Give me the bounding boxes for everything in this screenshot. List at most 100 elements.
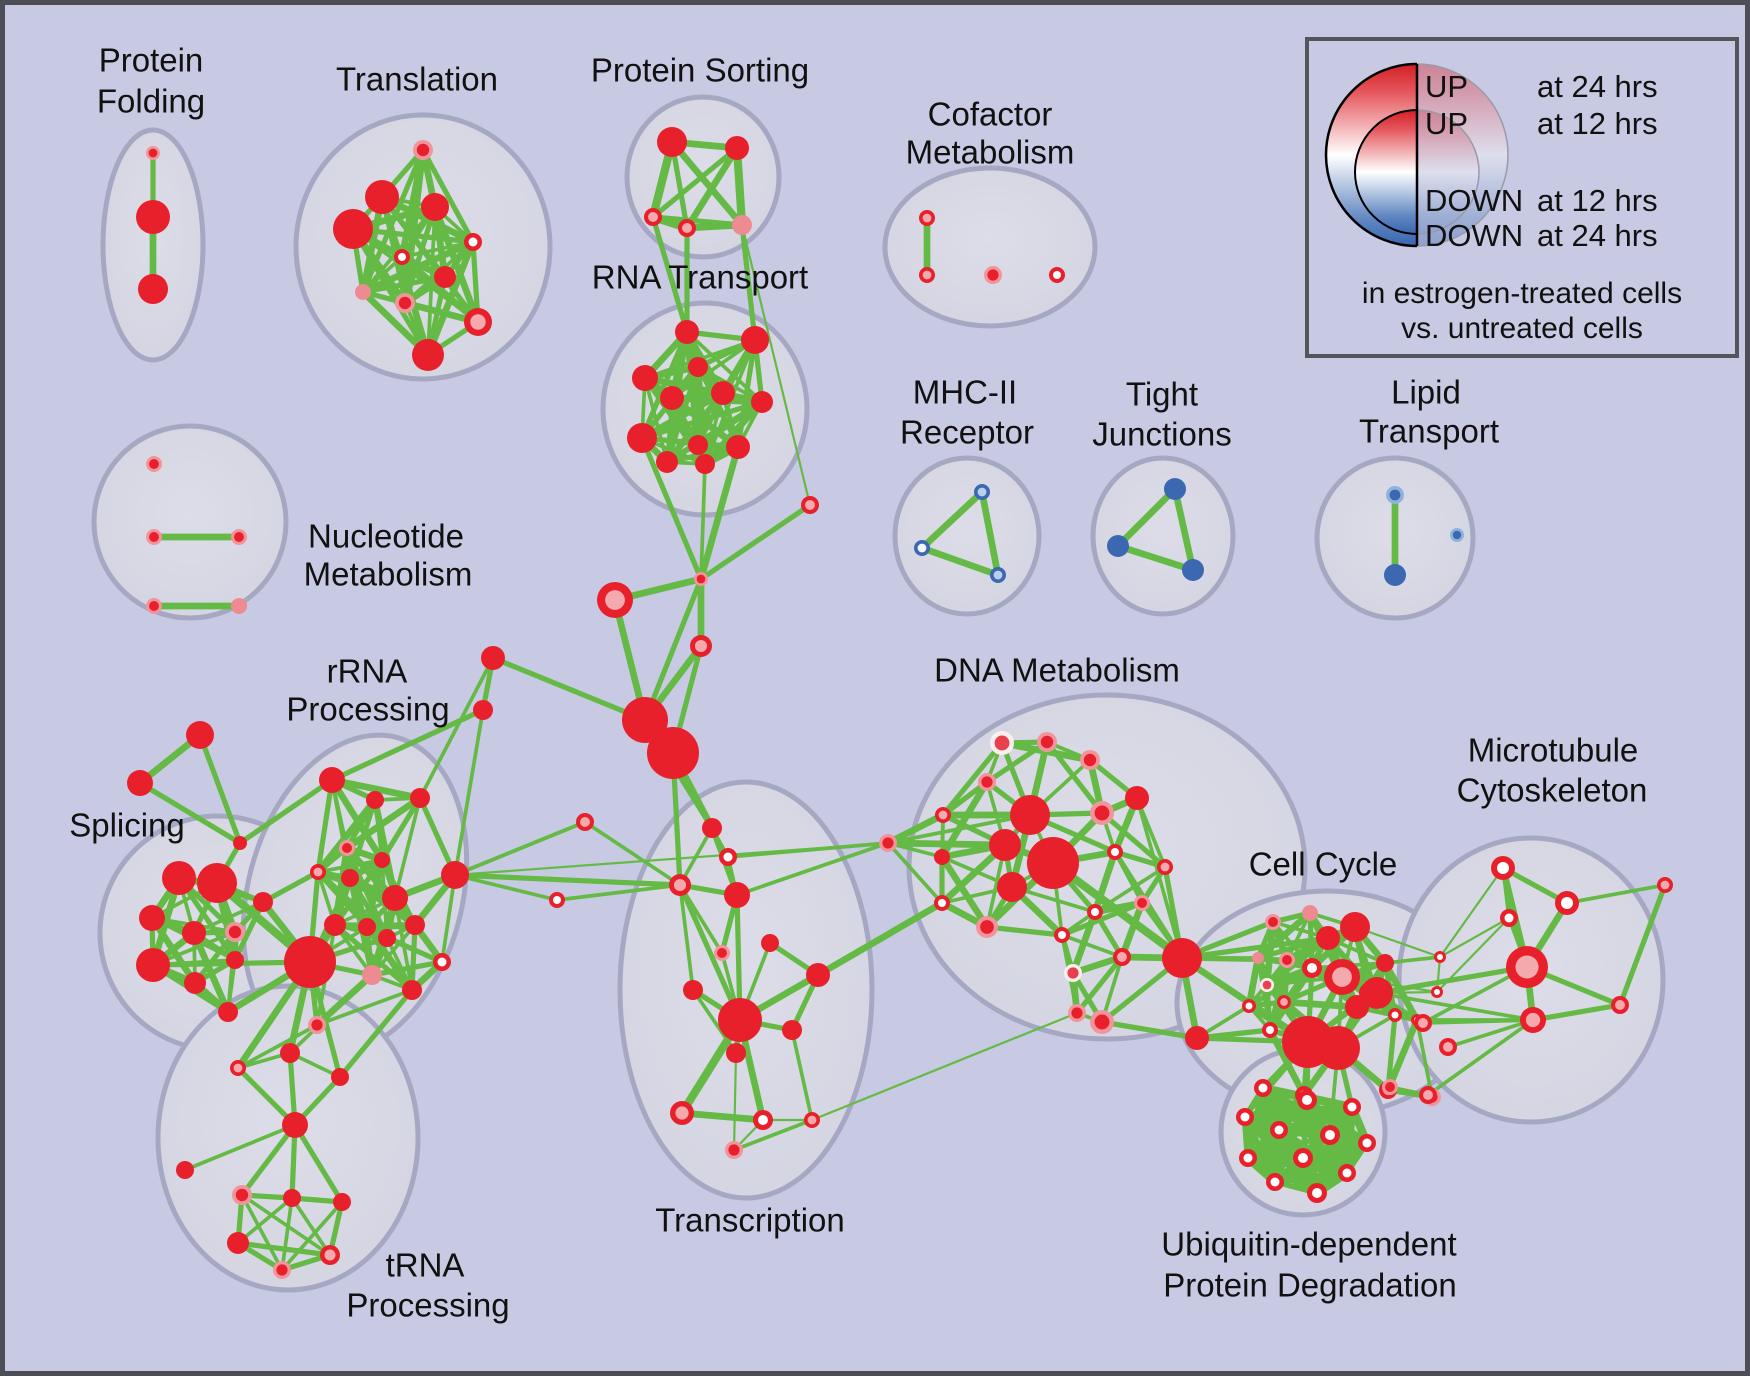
cluster-label-rna-transport: RNA Transport <box>592 259 808 296</box>
label-layer: Protein Folding Translation Protein Sorting… <box>69 42 1647 1324</box>
network-node <box>1611 996 1629 1014</box>
network-edge <box>984 739 1050 785</box>
network-edge <box>379 795 423 863</box>
network-edge <box>699 462 707 581</box>
legend-direction-label: UP <box>1425 106 1469 141</box>
legend-box: UP at 24 hrs UP at 12 hrs DOWN at 12 hrs DO… <box>1305 37 1739 358</box>
network-edge <box>1246 965 1315 1009</box>
cluster-label-tight-junctions: Tight <box>1126 376 1198 413</box>
network-node <box>464 233 482 251</box>
network-node <box>695 454 715 474</box>
network-node <box>1254 1079 1272 1097</box>
network-node <box>331 1068 349 1086</box>
network-edge <box>363 923 416 994</box>
cluster-label-nucleotide-metabolism: Nucleotide <box>308 518 464 555</box>
network-node <box>1491 856 1515 880</box>
network-node <box>914 540 930 556</box>
network-node <box>1384 564 1406 586</box>
network-node <box>711 381 735 405</box>
network-node <box>1162 938 1202 978</box>
network-edge <box>1135 796 1184 960</box>
network-node <box>1316 926 1340 950</box>
cluster-label-splicing: Splicing <box>69 807 185 844</box>
network-node <box>481 646 505 670</box>
network-node <box>1434 951 1446 963</box>
cluster-label-cofactor-metabolism: Metabolism <box>906 134 1075 171</box>
network-node <box>184 972 206 994</box>
network-node <box>146 456 162 472</box>
network-node <box>1064 964 1082 982</box>
network-node <box>339 840 355 856</box>
network-edge <box>393 796 422 900</box>
network-edge <box>288 973 374 1055</box>
network-edge <box>1048 858 1187 963</box>
legend-direction-label: DOWN <box>1425 183 1524 218</box>
cluster-label-microtubule-cytoskeleton: Microtubule <box>1468 732 1639 769</box>
legend-row-down-24: DOWN at 24 hrs <box>1425 219 1658 253</box>
network-edge <box>239 1122 298 1198</box>
cluster-label-transcription: Transcription <box>655 1202 845 1239</box>
network-edge <box>555 883 682 902</box>
network-node <box>366 791 384 809</box>
cluster-label-ubiquitin-degradation: Ubiquitin-dependent <box>1161 1226 1456 1263</box>
network-edge <box>350 226 431 358</box>
network-edge <box>918 488 986 552</box>
network-node <box>225 922 245 942</box>
network-edge <box>280 1196 294 1272</box>
legend-updown-dial-icon <box>1324 62 1509 248</box>
network-node <box>1450 528 1464 542</box>
network-edge <box>1060 933 1124 959</box>
network-node <box>726 1043 746 1063</box>
network-edge <box>1415 1018 1434 1099</box>
network-node <box>976 916 998 938</box>
network-edge <box>361 205 437 294</box>
network-edge <box>1280 998 1361 1011</box>
network-edge <box>885 812 946 846</box>
network-edge <box>370 923 417 977</box>
network-node <box>176 1161 194 1179</box>
cluster-label-rrna-processing: rRNA <box>327 653 408 690</box>
network-edge <box>642 576 704 723</box>
network-edge <box>1114 485 1179 550</box>
network-node <box>1382 1079 1398 1095</box>
network-node <box>761 934 779 952</box>
network-node <box>1343 1098 1361 1116</box>
network-node <box>284 936 336 988</box>
network-node <box>473 700 493 720</box>
network-edge <box>1179 935 1331 961</box>
network-edge <box>814 899 946 979</box>
network-node <box>1260 978 1274 992</box>
network-node <box>688 435 708 455</box>
network-edge <box>1438 916 1511 959</box>
network-edge <box>739 222 758 343</box>
network-edge <box>315 988 414 1027</box>
network-node <box>1068 1004 1086 1022</box>
network-node <box>1113 948 1131 966</box>
cluster-ellipse-transcription <box>617 779 875 1201</box>
network-node <box>725 1141 743 1159</box>
network-node <box>324 914 346 936</box>
network-node <box>136 948 170 982</box>
network-node <box>741 326 769 354</box>
network-node <box>1080 750 1100 770</box>
network-node <box>1302 958 1322 978</box>
network-edge <box>237 777 335 846</box>
cluster-label-lipid-transport: Lipid <box>1391 374 1461 411</box>
cluster-label-trna-processing: Processing <box>346 1287 509 1324</box>
network-node <box>688 357 708 377</box>
network-edge <box>280 1200 344 1272</box>
network-node <box>434 266 456 288</box>
cluster-label-ubiquitin-degradation: Protein Degradation <box>1163 1267 1457 1304</box>
network-node <box>724 882 750 908</box>
network-node <box>1324 959 1360 995</box>
network-node <box>182 921 206 945</box>
network-node <box>410 788 430 808</box>
network-node <box>413 140 433 160</box>
network-edge <box>886 841 944 905</box>
network-edge <box>453 873 559 902</box>
network-edge <box>978 488 1002 579</box>
network-node <box>1252 952 1264 964</box>
network-edge <box>409 922 418 993</box>
network-node <box>694 572 708 586</box>
